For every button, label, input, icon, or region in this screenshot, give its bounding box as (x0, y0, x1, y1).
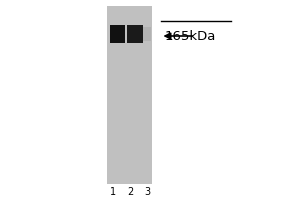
Text: 2: 2 (128, 187, 134, 197)
Bar (127, 25, 142, 43)
Bar (110, 25, 125, 43)
Bar (143, 27, 151, 41)
Text: 3: 3 (144, 187, 150, 197)
Text: 165kDa: 165kDa (164, 29, 216, 43)
Bar (106, 6, 152, 184)
Text: 1: 1 (110, 187, 116, 197)
